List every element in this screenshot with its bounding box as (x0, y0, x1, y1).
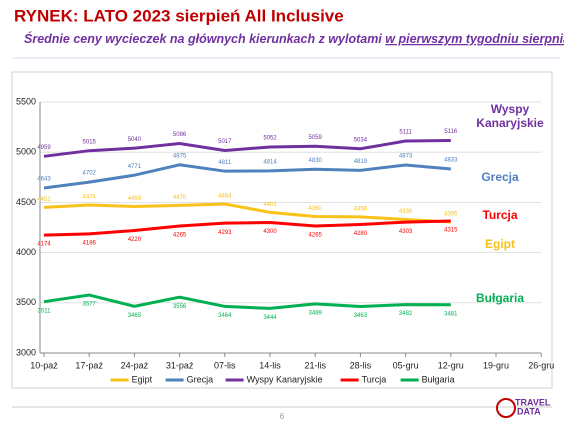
data-label: 5052 (263, 136, 277, 142)
x-tick-label: 31-paź (166, 360, 194, 370)
chart-frame (11, 71, 553, 389)
x-tick-label: 19-gru (483, 360, 509, 370)
series-line (43, 163, 451, 190)
y-tick-label: 5000 (16, 147, 36, 157)
legend-label: Grecja (187, 374, 214, 384)
series-annotation: Grecja (481, 169, 519, 184)
series-annotation: Bułgaria (475, 290, 524, 305)
series-annotation: Egipt (485, 236, 515, 251)
series-annotation: Wyspy Kanaryjskie (476, 101, 544, 130)
x-tick-label: 28-lis (350, 360, 372, 370)
data-label: 3577 (83, 302, 97, 308)
data-label: 4174 (37, 242, 51, 248)
data-label: 4305 (444, 212, 458, 218)
series-line (43, 202, 451, 224)
data-label: 4356 (354, 206, 368, 212)
x-tick-label: 26-gru (528, 360, 554, 370)
data-label: 3464 (218, 313, 232, 319)
data-label: 4265 (173, 233, 187, 239)
data-label: 5116 (444, 129, 458, 135)
legend-label: Bułgaria (422, 374, 455, 384)
data-label: 3511 (38, 308, 52, 314)
subtitle-text: Średnie ceny wycieczek na głównych kieru… (24, 31, 382, 46)
logo-bottom: DATA (517, 406, 541, 416)
x-tick-label: 17-paź (75, 360, 103, 370)
data-label: 5034 (354, 137, 368, 143)
data-label: 4959 (37, 145, 51, 151)
data-label: 4220 (128, 237, 142, 243)
data-label: 3481 (444, 311, 458, 317)
data-label: 4330 (399, 209, 413, 215)
data-label: 4300 (263, 229, 277, 235)
data-label: 4833 (444, 158, 458, 164)
data-label: 4293 (218, 230, 232, 236)
y-tick-label: 4000 (16, 247, 36, 257)
data-label: 3489 (309, 310, 323, 316)
data-label: 4702 (83, 171, 97, 177)
x-tick-label: 14-lis (259, 360, 281, 370)
data-label: 5086 (173, 132, 187, 138)
data-label: 4474 (83, 195, 97, 201)
data-label: 4814 (263, 159, 277, 165)
slide-title: RYNEK: LATO 2023 sierpień All Inclusive (14, 6, 344, 25)
series-line (43, 139, 451, 158)
data-label: 5059 (309, 135, 323, 141)
x-tick-label: 21-lis (304, 360, 326, 370)
data-label: 4459 (128, 196, 142, 202)
page-number: 6 (280, 412, 285, 421)
data-label: 4873 (399, 154, 413, 160)
legend-label: Egipt (132, 374, 153, 384)
series-annotation: Turcja (482, 207, 518, 222)
data-label: 3556 (173, 304, 187, 310)
x-tick-label: 12-gru (438, 360, 464, 370)
data-label: 4830 (309, 158, 323, 164)
data-label: 4643 (37, 177, 51, 183)
y-tick-label: 4500 (16, 197, 36, 207)
data-label: 4451 (37, 197, 51, 203)
series-line (43, 293, 451, 310)
x-tick-label: 05-gru (393, 360, 419, 370)
y-tick-label: 5500 (16, 96, 36, 106)
series-line (43, 219, 451, 237)
data-label: 3444 (263, 315, 277, 321)
data-label: 5017 (218, 139, 232, 145)
data-label: 4875 (173, 153, 187, 159)
x-tick-label: 07-lis (214, 360, 236, 370)
data-label: 4401 (263, 202, 277, 208)
data-label: 3463 (354, 313, 368, 319)
y-tick-label: 3000 (16, 347, 36, 357)
data-label: 4315 (444, 228, 458, 234)
data-label: 4484 (218, 194, 232, 200)
slide-subtitle: Średnie ceny wycieczek na głównych kieru… (24, 31, 564, 46)
x-tick-label: 10-paź (30, 360, 58, 370)
data-label: 5040 (128, 137, 142, 143)
legend-label: Turcja (362, 374, 387, 384)
data-label: 4303 (399, 229, 413, 235)
data-label: 4265 (309, 233, 323, 239)
x-tick-label: 24-paź (121, 360, 149, 370)
data-label: 4819 (354, 159, 368, 165)
data-label: 3465 (128, 313, 142, 319)
data-label: 5111 (399, 130, 412, 136)
data-label: 4186 (83, 241, 97, 247)
logo-ring (496, 398, 516, 418)
data-label: 4811 (218, 160, 232, 166)
legend-label: Wyspy Kanaryjskie (247, 374, 323, 384)
logo-top: TRAVEL (515, 397, 551, 407)
data-label: 4280 (354, 231, 368, 237)
subtitle-underlined: w pierwszym tygodniu sierpnia (385, 32, 564, 46)
data-label: 4470 (173, 195, 187, 201)
y-tick-label: 3500 (16, 297, 36, 307)
data-label: 5015 (83, 139, 97, 145)
data-label: 4360 (309, 206, 323, 212)
data-label: 3482 (399, 311, 413, 317)
data-label: 4771 (128, 164, 142, 170)
